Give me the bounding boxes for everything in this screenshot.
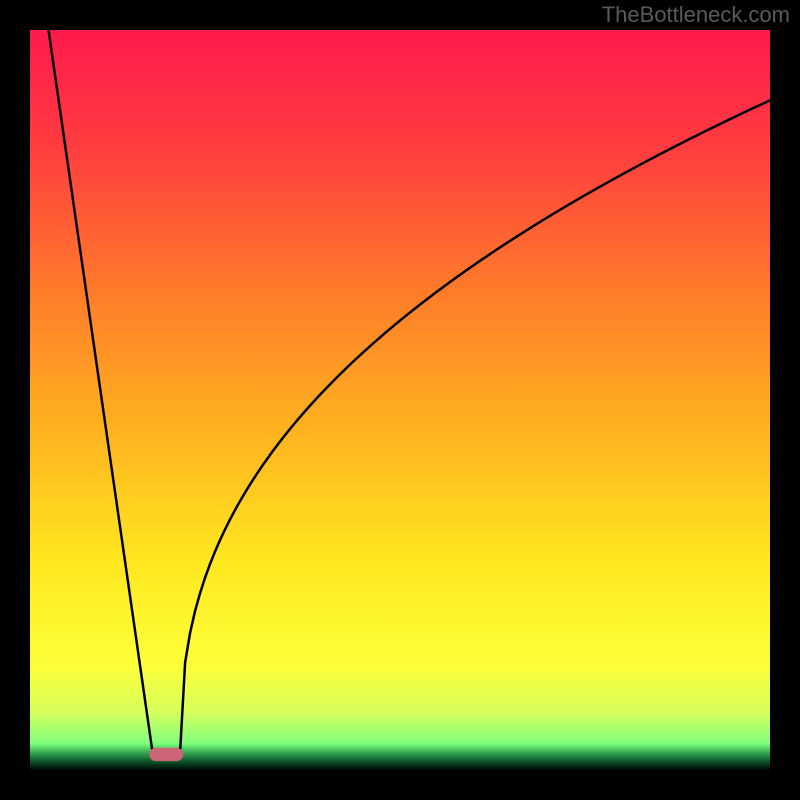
chart-svg	[0, 0, 800, 800]
chart-container: TheBottleneck.com	[0, 0, 800, 800]
optimal-marker	[149, 748, 183, 761]
plot-background	[30, 30, 770, 770]
watermark-text: TheBottleneck.com	[602, 2, 790, 28]
plot-bottom-fade	[30, 744, 770, 771]
